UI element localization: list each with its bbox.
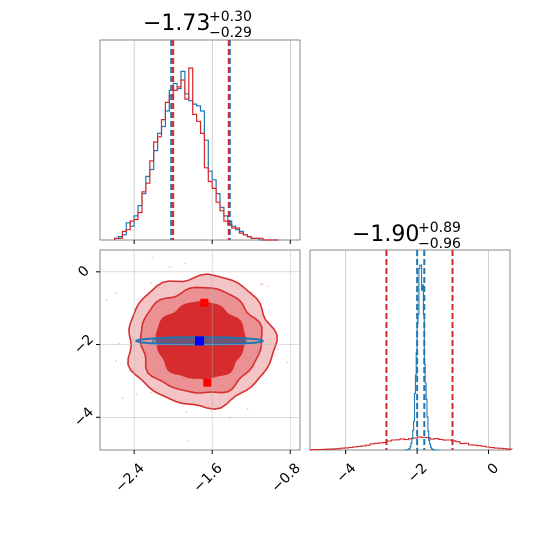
marginal-x-ticks (133, 240, 291, 244)
marginal-y-title-value: −1.90 (352, 222, 419, 247)
marginal-histogram-y-panel: −4 −2 0 −1.90 +0.89 −0.96 (309, 220, 514, 486)
joint-contour-panel: −2.4 −1.6 −0.8 0 −2 −4 (71, 249, 304, 496)
scatter-point (115, 360, 117, 362)
marginal-histogram-x-panel: −1.73 +0.30 −0.29 (99, 9, 301, 244)
scatter-point (121, 397, 124, 399)
scatter-point (266, 285, 269, 288)
scatter-point (169, 266, 171, 268)
marginal-x-title-plus: +0.30 (209, 9, 252, 25)
x-tick-label-1: −2 (405, 460, 431, 486)
y-tick-label-2: −4 (71, 404, 97, 430)
y-tick-label-1: −2 (71, 332, 97, 358)
scatter-point (105, 299, 108, 301)
marginal-y-title-minus: −0.96 (418, 236, 461, 252)
scatter-point (286, 361, 289, 364)
x-tick-label-2: 0 (485, 460, 503, 478)
red-marker-0 (200, 298, 209, 307)
marginal-x-title-minus: −0.29 (209, 25, 252, 41)
scatter-point (136, 298, 139, 301)
scatter-point (115, 292, 117, 294)
marginal-x-gridlines (133, 40, 291, 240)
scatter-point (184, 262, 187, 265)
x-tick-label-1: −1.6 (190, 460, 225, 495)
histogram-step-blue (402, 264, 440, 451)
x-tick-label-0: −4 (333, 460, 359, 486)
marginal-x-axes-frame (99, 39, 301, 241)
scatter-point (276, 348, 279, 351)
red-marker-2 (203, 378, 212, 387)
marginal-x-title-value: −1.73 (143, 11, 210, 36)
marginal-y-title-plus: +0.89 (418, 220, 461, 236)
scatter-point (250, 290, 253, 293)
histogram-step-red (309, 436, 514, 451)
scatter-point (151, 257, 154, 259)
scatter-point (185, 411, 188, 413)
histogram-step-red (113, 67, 279, 241)
scatter-point (186, 440, 189, 442)
marginal-y-ticks: −4 −2 0 (333, 450, 502, 486)
blue-marker-0 (195, 336, 205, 346)
x-tick-label-0: −2.4 (112, 460, 147, 495)
scatter-point (150, 282, 153, 284)
scatter-point (259, 284, 262, 286)
scatter-point (135, 393, 138, 396)
marginal-y-quantile-lines (385, 250, 454, 450)
y-tick-label-0: 0 (75, 263, 93, 281)
marginal-x-quantile-lines (170, 40, 231, 240)
marginal-x-histograms (113, 67, 279, 241)
joint-markers (195, 298, 212, 387)
marginal-y-axes-frame (309, 249, 511, 451)
scatter-point (150, 391, 152, 394)
scatter-point (261, 283, 264, 286)
x-tick-label-2: −0.8 (269, 460, 304, 495)
marginal-y-histograms (309, 264, 514, 451)
scatter-point (246, 407, 249, 410)
